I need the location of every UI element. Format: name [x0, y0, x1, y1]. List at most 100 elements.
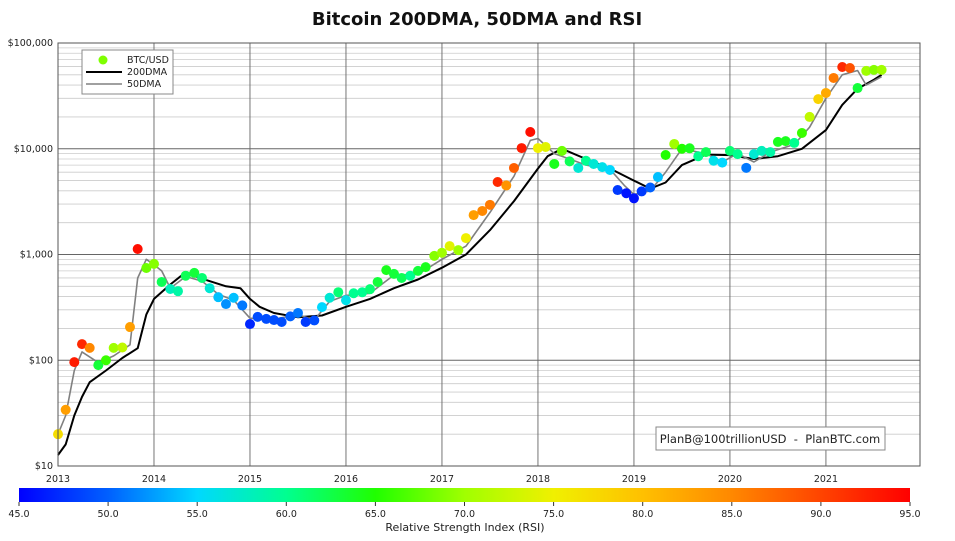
- btc-price-point: [796, 127, 807, 138]
- btc-price-point: [621, 188, 632, 199]
- legend-marker-btc: [98, 55, 108, 65]
- y-tick-label: $100,000: [8, 38, 53, 49]
- btc-price-point: [76, 339, 87, 350]
- btc-price-point: [69, 357, 80, 368]
- btc-price-point: [868, 64, 879, 75]
- colorbar: [19, 488, 910, 502]
- btc-price-point: [148, 258, 159, 269]
- btc-price-point: [468, 210, 479, 221]
- btc-price-point: [492, 176, 503, 187]
- btc-price-point: [549, 158, 560, 169]
- colorbar-tick-label: 50.0: [98, 509, 119, 520]
- btc-price-point: [501, 180, 512, 191]
- btc-price-point: [333, 287, 344, 298]
- btc-price-point: [196, 272, 207, 283]
- btc-price-point: [124, 322, 135, 333]
- btc-price-point: [532, 143, 543, 154]
- btc-price-point: [693, 151, 704, 162]
- btc-price-point: [676, 143, 687, 154]
- btc-price-point: [324, 292, 335, 303]
- btc-price-point: [412, 265, 423, 276]
- x-tick-label: 2020: [718, 474, 742, 485]
- y-tick-label: $1,000: [20, 250, 53, 261]
- colorbar-tick-label: 65.0: [365, 509, 386, 520]
- btc-price-point: [244, 319, 255, 330]
- btc-price-point: [876, 64, 887, 75]
- btc-price-point: [309, 315, 320, 326]
- btc-price-point: [852, 83, 863, 94]
- y-axis: $10 $100 $1,000 $10,000 $100,000: [8, 38, 53, 472]
- btc-price-point: [405, 270, 416, 281]
- btc-price-point: [93, 360, 104, 371]
- btc-price-point: [820, 87, 831, 98]
- btc-price-point: [108, 342, 119, 353]
- colorbar-tick-label: 95.0: [899, 509, 920, 520]
- x-tick-label: 2014: [142, 474, 166, 485]
- btc-price-point: [636, 186, 647, 197]
- btc-price-point: [516, 143, 527, 154]
- grid: [58, 43, 920, 467]
- x-tick-label: 2018: [526, 474, 550, 485]
- btc-price-point: [268, 315, 279, 326]
- btc-price-point: [556, 145, 567, 156]
- btc-price-point: [724, 145, 735, 156]
- btc-price-point: [789, 137, 800, 148]
- btc-price-point: [564, 156, 575, 167]
- btc-price-point: [396, 272, 407, 283]
- btc-price-point: [165, 283, 176, 294]
- btc-price-point: [645, 182, 656, 193]
- btc-price-point: [861, 65, 872, 76]
- btc-price-point: [364, 284, 375, 295]
- btc-price-point: [708, 155, 719, 166]
- btc-price-point: [141, 263, 152, 274]
- btc-price-point: [756, 145, 767, 156]
- btc-price-point: [189, 267, 200, 278]
- btc-price-point: [660, 149, 671, 160]
- btc-price-point: [460, 233, 471, 244]
- data-points: [53, 61, 887, 440]
- btc-price-point: [285, 311, 296, 322]
- btc-price-point: [597, 162, 608, 173]
- btc-price-point: [180, 270, 191, 281]
- btc-price-point: [204, 283, 215, 294]
- btc-price-point: [684, 143, 695, 154]
- y-tick-label: $100: [29, 355, 53, 366]
- colorbar-tick-label: 70.0: [454, 509, 475, 520]
- btc-price-point: [292, 307, 303, 318]
- colorbar-tick-label: 75.0: [543, 509, 564, 520]
- btc-price-point: [348, 288, 359, 299]
- btc-price-point: [732, 149, 743, 160]
- chart-title: Bitcoin 200DMA, 50DMA and RSI: [312, 9, 642, 30]
- btc-price-point: [372, 276, 383, 287]
- btc-price-point: [340, 295, 351, 306]
- btc-price-point: [772, 136, 783, 147]
- btc-price-point: [717, 157, 728, 168]
- btc-price-point: [420, 262, 431, 273]
- btc-price-point: [357, 287, 368, 298]
- btc-price-point: [316, 302, 327, 313]
- x-tick-label: 2016: [334, 474, 358, 485]
- lines: [57, 69, 883, 456]
- btc-price-point: [84, 342, 95, 353]
- btc-price-point: [261, 313, 272, 324]
- btc-price-point: [156, 276, 167, 287]
- line-50dma: [57, 69, 882, 435]
- x-tick-label: 2015: [238, 474, 262, 485]
- colorbar-tick-label: 90.0: [810, 509, 831, 520]
- plot-frame: [57, 42, 921, 467]
- x-axis: 2013 2014 2015 2016 2017 2018 2019 2020 2021: [46, 474, 838, 485]
- colorbar-tick-label: 80.0: [632, 509, 653, 520]
- btc-price-point: [508, 162, 519, 173]
- colorbar-tick-label: 60.0: [276, 509, 297, 520]
- btc-price-point: [748, 149, 759, 160]
- btc-price-point: [100, 355, 111, 366]
- btc-price-point: [276, 316, 287, 327]
- btc-price-point: [388, 268, 399, 279]
- btc-price-point: [540, 141, 551, 152]
- btc-price-point: [804, 111, 815, 122]
- y-tick-label: $10,000: [14, 144, 53, 155]
- watermark: PlanB@100trillionUSD - PlanBTC.com: [655, 426, 886, 451]
- colorbar-tick-label: 45.0: [8, 509, 29, 520]
- btc-price-point: [700, 147, 711, 158]
